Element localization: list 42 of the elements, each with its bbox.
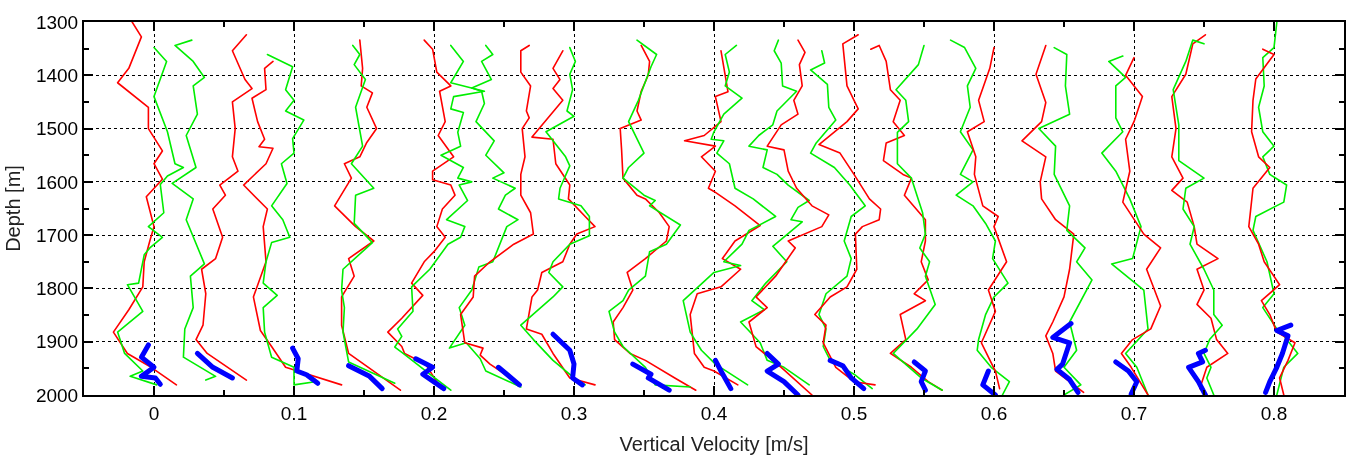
x-tick-label: 0.6: [980, 402, 1008, 424]
x-tick-label: 0.4: [700, 402, 728, 424]
y-tick-label: 1800: [35, 278, 79, 300]
line-series: [748, 39, 830, 395]
line-series: [171, 39, 217, 381]
line-series: [682, 44, 777, 386]
line-series: [1120, 56, 1162, 395]
y-tick-label: 1900: [35, 331, 79, 353]
line-series: [892, 44, 943, 391]
line-series: [112, 22, 178, 386]
line-series: [242, 60, 343, 386]
line-series: [966, 46, 1008, 390]
x-tick-label: 0.5: [840, 402, 868, 424]
y-tick-label: 2000: [35, 384, 79, 406]
line-series: [340, 44, 396, 385]
x-tick-label: 0: [148, 402, 160, 424]
x-tick-label: 0.7: [1120, 402, 1148, 424]
line-series: [1252, 22, 1299, 395]
line-series: [809, 49, 873, 390]
y-tick-label: 1300: [35, 11, 79, 33]
x-tick-label: 0.8: [1260, 402, 1288, 424]
line-series: [1021, 44, 1085, 394]
line-series: [333, 39, 402, 391]
y-tick-label: 1700: [35, 224, 79, 246]
line-series: [739, 39, 810, 386]
y-tick-label: 1500: [35, 118, 79, 140]
line-series: [949, 39, 1011, 395]
line-series: [1038, 46, 1093, 395]
line-series: [1248, 48, 1296, 395]
x-tick-label: 0.2: [420, 402, 448, 424]
line-series: [683, 49, 761, 386]
line-series: [814, 33, 882, 386]
line-series: [116, 46, 185, 386]
y-tick-label: 1600: [35, 171, 79, 193]
x-tick-label: 0.3: [560, 402, 588, 424]
y-tick-label: 1400: [35, 64, 79, 86]
x-tick-label: 0.1: [280, 402, 308, 424]
line-series: [1101, 55, 1149, 395]
line-series: [262, 53, 316, 386]
x-axis-title: Vertical Velocity [m/s]: [619, 432, 809, 455]
y-axis-title: Depth [m]: [1, 165, 24, 252]
line-series: [195, 33, 253, 381]
